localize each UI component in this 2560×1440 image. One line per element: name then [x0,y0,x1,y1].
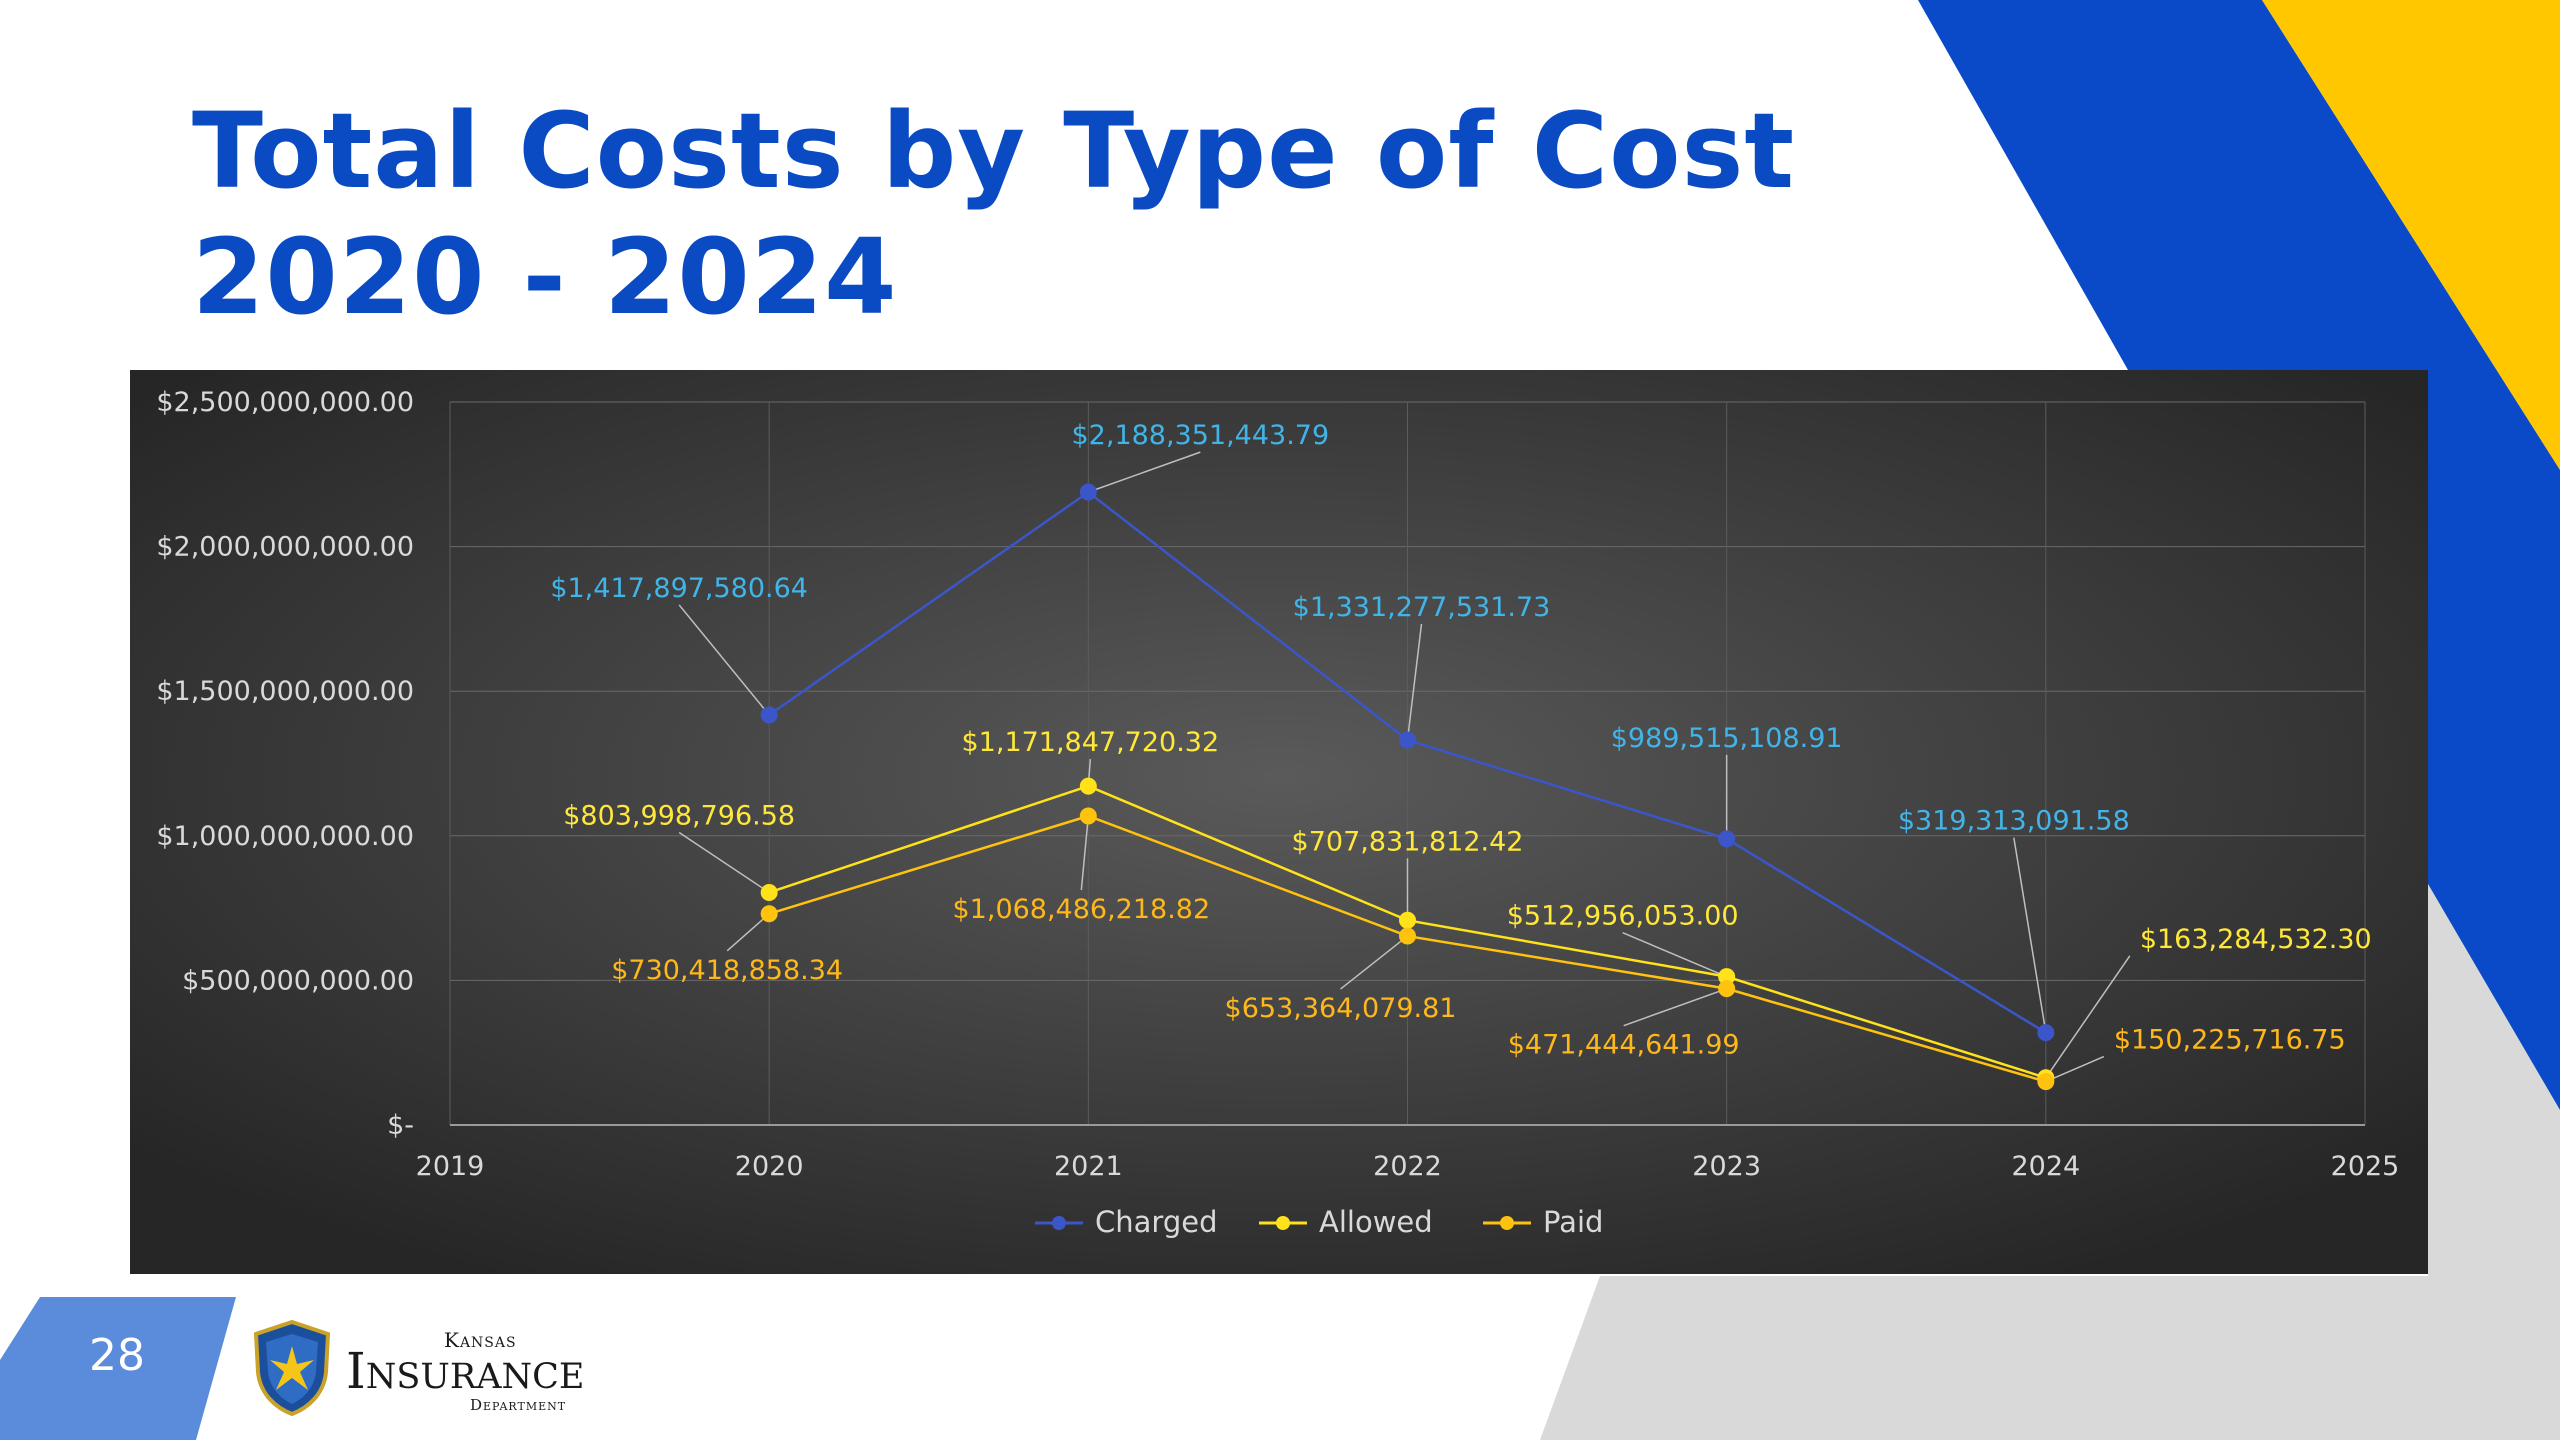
charged-leader-line [2013,837,2047,1033]
paid-legend-marker [1500,1216,1514,1230]
paid-leader-line [2045,1055,2105,1083]
allowed-leader-line [1622,931,1727,978]
allowed-data-label: $1,171,847,720.32 [962,727,1220,758]
paid-data-label: $653,364,079.81 [1225,993,1457,1024]
allowed-data-label: $163,284,532.30 [2140,924,2372,955]
allowed-point [760,883,778,901]
charged-legend-label: Charged [1095,1205,1217,1239]
paid-legend-label: Paid [1543,1205,1603,1239]
y-tick-label: $- [387,1110,414,1141]
x-tick-label: 2019 [416,1151,485,1182]
charged-data-label: $2,188,351,443.79 [1072,420,1330,451]
allowed-data-label: $512,956,053.00 [1507,901,1739,932]
x-tick-label: 2023 [1692,1151,1761,1182]
charged-leader-line [1088,451,1201,493]
y-tick-label: $2,000,000,000.00 [156,532,414,563]
y-tick-label: $1,500,000,000.00 [156,676,414,707]
slide-title-line1: Total Costs by Type of Cost [192,90,1796,212]
logo-line3: Department [470,1396,567,1414]
yellow-stripe [2262,0,2560,470]
chart-svg: $- $500,000,000.00 $1,000,000,000.00 $1,500… [130,370,2428,1274]
paid-data-label: $730,418,858.34 [611,955,843,986]
allowed-data-label: $707,831,812.42 [1292,826,1524,857]
allowed-legend-marker [1276,1216,1290,1230]
allowed-leader-line [2045,955,2131,1079]
logo-line1: Kansas [444,1328,517,1352]
paid-leader-line [1340,935,1408,990]
charged-point [2037,1024,2055,1042]
paid-point [2037,1073,2055,1091]
paid-point [1718,980,1736,998]
charged-point [1718,830,1736,848]
slide-title-line2: 2020 - 2024 [192,216,898,338]
charged-point [1079,483,1097,501]
paid-leader-line [1623,987,1727,1027]
y-tick-label: $1,000,000,000.00 [156,821,414,852]
y-tick-label: $2,500,000,000.00 [156,387,414,418]
charged-data-label: $989,515,108.91 [1611,723,1843,754]
x-tick-label: 2024 [2011,1151,2080,1182]
allowed-point [1399,911,1416,929]
x-tick-label: 2021 [1054,1151,1123,1182]
chart-background [130,370,2428,1274]
charged-point [1399,731,1416,749]
allowed-leader-line [678,831,770,894]
grey-corner-shape [1540,1276,2560,1440]
paid-point [1399,927,1416,945]
page-number-tab [0,1297,236,1440]
charged-data-label: $319,313,091.58 [1898,806,2130,837]
paid-data-label: $471,444,641.99 [1508,1030,1740,1061]
kansas-insurance-logo: Kansas Insurance Department [250,1318,600,1418]
paid-leader-line [1080,815,1090,891]
x-tick-label: 2025 [2331,1151,2400,1182]
slide-title: Total Costs by Type of Cost 2020 - 2024 [192,88,1795,340]
shield-icon [253,1320,331,1416]
charged-data-label: $1,331,277,531.73 [1293,592,1551,623]
x-tick-label: 2022 [1373,1151,1442,1182]
logo-line2: Insurance [346,1342,585,1400]
allowed-legend-label: Allowed [1319,1205,1433,1239]
paid-data-label: $1,068,486,218.82 [953,894,1211,925]
allowed-data-label: $803,998,796.58 [563,800,795,831]
x-tick-label: 2020 [735,1151,804,1182]
y-tick-label: $500,000,000.00 [182,965,414,996]
page-number: 28 [89,1330,145,1381]
charged-point [760,706,778,724]
charged-leader-line [1406,623,1423,741]
paid-point [760,905,778,923]
charged-leader-line [678,604,770,716]
paid-data-label: $150,225,716.75 [2114,1025,2346,1056]
paid-leader-line [726,913,770,952]
paid-point [1079,807,1097,825]
allowed-point [1079,777,1097,795]
charged-data-label: $1,417,897,580.64 [550,573,808,604]
line-chart: $- $500,000,000.00 $1,000,000,000.00 $1,500… [130,370,2428,1274]
charged-legend-marker [1052,1216,1066,1230]
